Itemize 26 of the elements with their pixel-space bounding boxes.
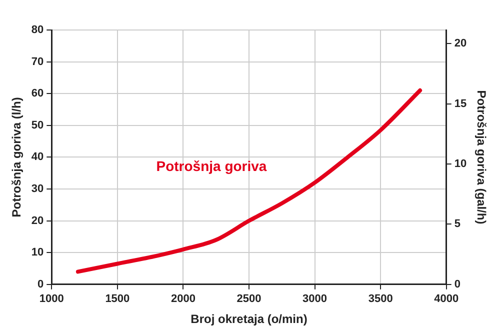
x-tick-label: 4000 (434, 293, 459, 306)
x-tick-label: 3000 (302, 293, 328, 306)
y2-tick-label: 20 (454, 38, 467, 50)
x-tick-label: 2500 (236, 293, 262, 306)
y-tick-label: 10 (31, 246, 44, 259)
y-tick-label: 40 (31, 151, 44, 164)
y2-tick-label: 5 (454, 218, 460, 230)
line-series (76, 88, 422, 274)
y-tick-label: 30 (31, 183, 44, 196)
y-tick-label: 50 (31, 119, 44, 132)
y-tick-label: 60 (31, 88, 44, 100)
y-tick-label: 80 (31, 24, 44, 36)
x-tick-label: 3500 (368, 293, 393, 306)
text: Potrošnja goriva (156, 158, 267, 174)
y-tick-label: 20 (31, 214, 44, 227)
y-tick-label: 0 (38, 278, 44, 290)
y2-axis-title: Potrošnja goriva (gal/h) (474, 90, 488, 224)
y-axis-title: Potrošnja goriva (l/h) (10, 97, 24, 218)
x-tick-label: 1500 (105, 293, 130, 306)
x-axis-title: Broj okretaja (o/min) (190, 312, 308, 326)
y2-tick-label: 0 (454, 278, 460, 290)
y-tick-label: 70 (31, 56, 44, 68)
y2-tick-label: 15 (454, 98, 467, 110)
x-tick-label: 1000 (39, 293, 64, 306)
y2-tick-label: 10 (454, 158, 467, 170)
x-tick-label: 2000 (170, 293, 196, 306)
